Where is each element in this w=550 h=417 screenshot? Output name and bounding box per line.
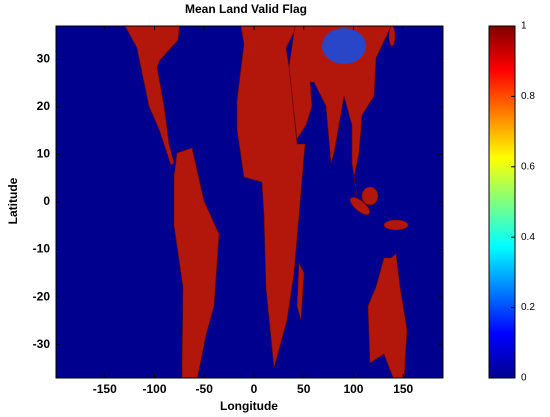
x-tick-label: -150 xyxy=(93,382,117,396)
x-tick-label: -50 xyxy=(196,382,214,396)
x-tick-label: -100 xyxy=(142,382,166,396)
x-axis-label: Longitude xyxy=(220,399,278,413)
asia xyxy=(288,26,392,197)
chart-title: Mean Land Valid Flag xyxy=(185,2,307,16)
sumatra xyxy=(349,197,371,215)
x-tick-label: 0 xyxy=(251,382,258,396)
y-tick-label: 30 xyxy=(37,51,51,65)
x-tick-label: 150 xyxy=(393,382,413,396)
colorbar-tick-label: 0.6 xyxy=(521,161,535,172)
x-tick-label: 50 xyxy=(297,382,311,396)
y-tick-label: 10 xyxy=(37,147,51,161)
colorbar xyxy=(488,25,516,379)
colorbar-tick-label: 0.8 xyxy=(521,91,535,102)
y-axis-label: Latitude xyxy=(6,177,20,224)
colorbar-tick-label: 0.4 xyxy=(521,232,535,243)
japan xyxy=(388,26,396,47)
y-tick-label: -10 xyxy=(33,242,51,256)
south-america xyxy=(173,147,220,378)
colorbar-tick-label: 0 xyxy=(521,373,527,384)
x-tick-label: 100 xyxy=(343,382,363,396)
y-tick-label: 0 xyxy=(43,194,50,208)
map xyxy=(56,26,443,378)
y-tick-label: 20 xyxy=(37,99,51,113)
africa-europe xyxy=(236,26,306,369)
north-america xyxy=(124,26,180,166)
colorbar-tick-label: 1 xyxy=(521,21,527,32)
colorbar-tick-label: 0.2 xyxy=(521,302,535,313)
y-tick-label: -30 xyxy=(33,337,51,351)
madagascar xyxy=(296,261,305,321)
australia xyxy=(367,253,408,378)
y-tick-label: -20 xyxy=(33,289,51,303)
tibet xyxy=(322,28,366,64)
new-guinea xyxy=(383,219,409,231)
borneo xyxy=(361,186,379,206)
